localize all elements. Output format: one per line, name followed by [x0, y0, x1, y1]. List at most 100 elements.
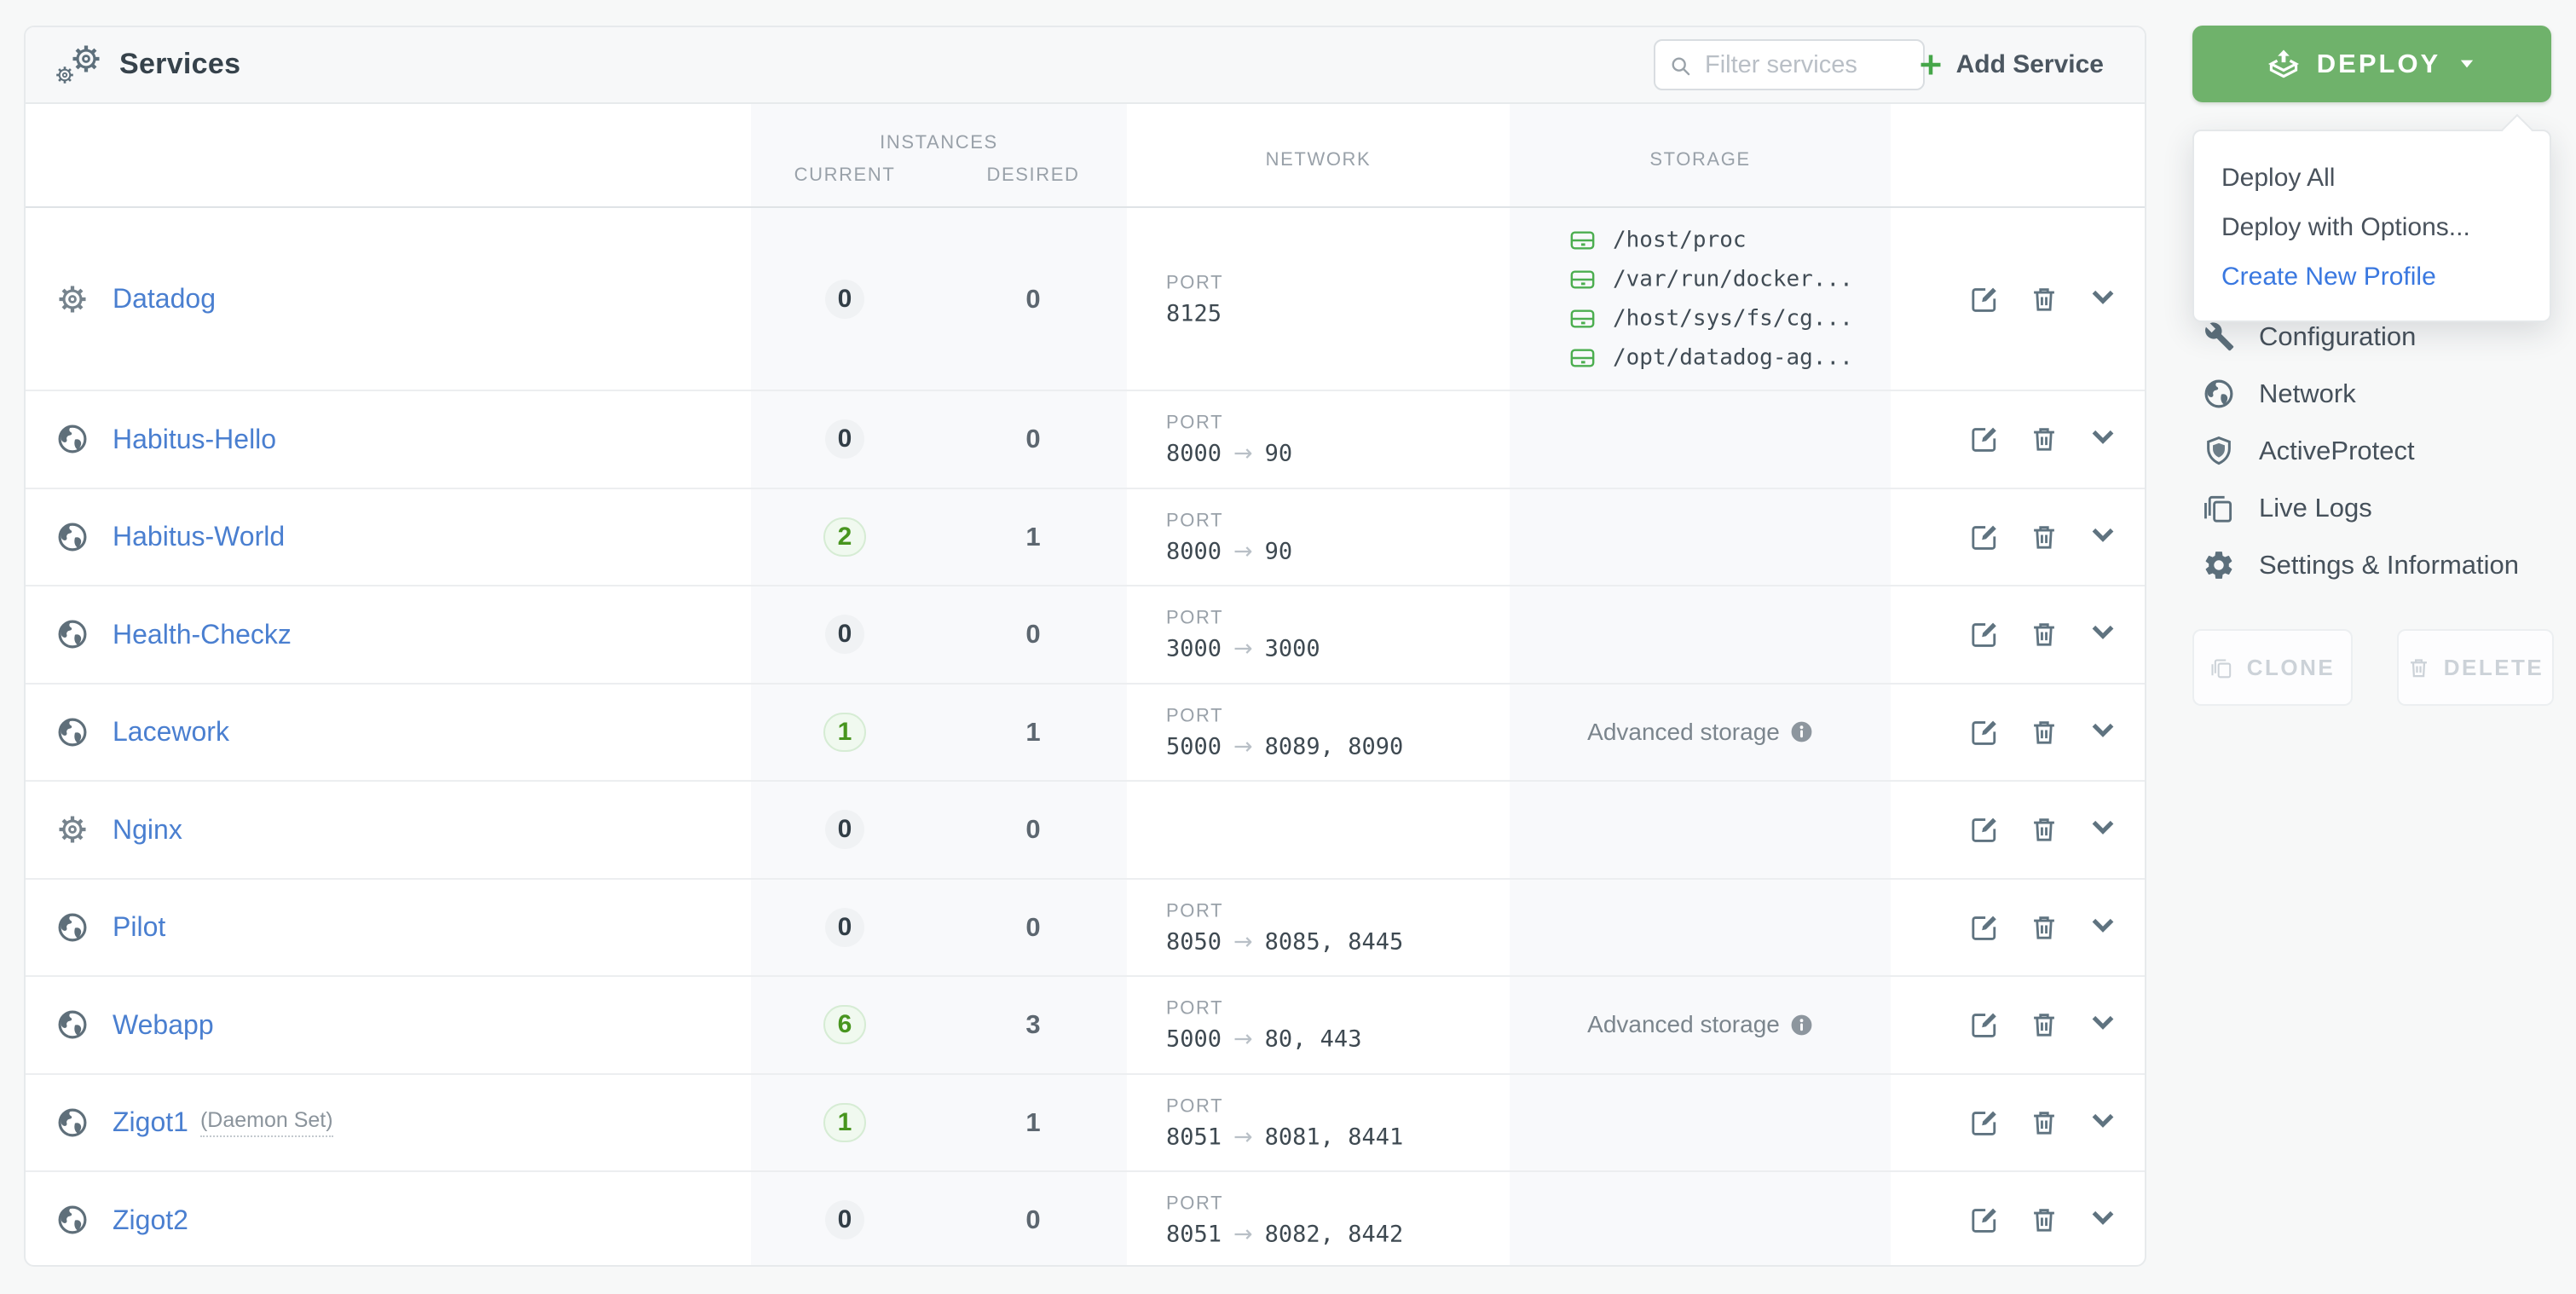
edit-service-button[interactable]: [1970, 620, 1999, 649]
add-service-button[interactable]: Add Service: [1917, 39, 2104, 90]
service-name-link[interactable]: Habitus-World: [113, 521, 286, 552]
mapped-port-numbers: 90: [1264, 440, 1293, 467]
port-number: 8051: [1166, 1221, 1222, 1248]
port-arrow-icon: →: [1233, 635, 1253, 662]
current-instances-cell: 2: [751, 517, 939, 557]
row-actions: [1970, 620, 2117, 649]
sidebar-item-label: Configuration: [2259, 321, 2417, 351]
menu-item-deploy-all[interactable]: Deploy All: [2221, 164, 2336, 192]
service-name-link[interactable]: Webapp: [113, 1008, 214, 1040]
port-label: PORT: [1166, 899, 1224, 921]
port-label: PORT: [1166, 1095, 1224, 1117]
current-instances-badge: 0: [824, 279, 865, 319]
mapped-port-numbers: 90: [1264, 538, 1293, 565]
service-name-link[interactable]: Health-Checkz: [113, 618, 292, 650]
port-arrow-icon: →: [1233, 733, 1253, 760]
edit-service-button[interactable]: [1970, 913, 1999, 942]
service-name-link[interactable]: Datadog: [113, 283, 216, 314]
storage-path-item: /var/run/docker...: [1569, 266, 1891, 292]
service-name-link[interactable]: Zigot2: [113, 1204, 188, 1235]
sidebar-item-network[interactable]: Network: [2203, 365, 2569, 422]
expand-service-button[interactable]: [2089, 425, 2117, 453]
expand-service-button[interactable]: [2089, 718, 2117, 747]
service-name-link[interactable]: Lacework: [113, 716, 229, 748]
edit-service-button[interactable]: [1970, 1010, 1999, 1039]
edit-service-button[interactable]: [1970, 718, 1999, 747]
service-name-link[interactable]: Pilot: [113, 911, 166, 943]
delete-service-button[interactable]: [2030, 718, 2059, 747]
desired-instances-value: 1: [1025, 1106, 1041, 1137]
delete-service-button[interactable]: [2030, 285, 2059, 314]
delete-service-button[interactable]: [2030, 1010, 2059, 1039]
desired-instances-value: 0: [1025, 1204, 1041, 1235]
service-cell: Lacework: [56, 716, 229, 748]
current-instances-cell: 1: [751, 712, 939, 752]
storage-path-text: /host/proc: [1613, 227, 1747, 253]
storage-column-background: [1510, 104, 1891, 1265]
edit-service-button[interactable]: [1970, 1108, 1999, 1137]
port-arrow-icon: →: [1233, 1124, 1253, 1151]
deploy-dropdown-menu: Deploy All Deploy with Options... Create…: [2192, 113, 2551, 322]
network-cell: PORT 8051 → 8082, 8442: [1166, 1193, 1403, 1248]
current-column-header: CURRENT: [794, 164, 896, 185]
services-panel: Services Add Service INSTANCES CURRENT D…: [24, 26, 2146, 1267]
expand-service-button[interactable]: [2089, 523, 2117, 552]
deploy-button[interactable]: DEPLOY: [2192, 26, 2551, 102]
service-row: Datadog 0 0 PORT 8125 /host/proc /v: [26, 208, 2145, 390]
sidebar-item-configuration[interactable]: Configuration: [2203, 308, 2569, 365]
edit-service-button[interactable]: [1970, 425, 1999, 453]
copy-icon: [2203, 492, 2235, 524]
delete-service-button[interactable]: [2030, 425, 2059, 453]
desired-instances-value: 0: [1025, 619, 1041, 650]
clone-button[interactable]: CLONE: [2192, 629, 2353, 706]
table-column-headers: INSTANCES CURRENT DESIRED NETWORK STORAG…: [26, 104, 2145, 208]
port-arrow-icon: →: [1233, 538, 1253, 565]
delete-button[interactable]: DELETE: [2397, 629, 2554, 706]
sidebar-item-activeprotect[interactable]: ActiveProtect: [2203, 422, 2569, 479]
menu-item-deploy-with-options[interactable]: Deploy with Options...: [2221, 213, 2470, 241]
expand-service-button[interactable]: [2089, 1108, 2117, 1137]
menu-item-create-new-profile[interactable]: Create New Profile: [2221, 263, 2436, 291]
expand-service-button[interactable]: [2089, 1205, 2117, 1234]
service-row: Zigot1 (Daemon Set) 1 1 PORT 8051 → 8081…: [26, 1072, 2145, 1171]
current-instances-badge: 0: [824, 1200, 865, 1240]
edit-service-button[interactable]: [1970, 815, 1999, 844]
clone-button-label: CLONE: [2246, 654, 2336, 680]
sidebar-item-live-logs[interactable]: Live Logs: [2203, 479, 2569, 536]
edit-service-button[interactable]: [1970, 285, 1999, 314]
service-name-link[interactable]: Zigot1: [113, 1106, 188, 1138]
expand-service-button[interactable]: [2089, 913, 2117, 942]
globe-icon: [56, 716, 89, 748]
expand-service-button[interactable]: [2089, 285, 2117, 314]
info-icon[interactable]: [1790, 720, 1813, 743]
delete-service-button[interactable]: [2030, 815, 2059, 844]
current-instances-badge: 0: [824, 419, 865, 459]
delete-service-button[interactable]: [2030, 620, 2059, 649]
plus-icon: [1917, 51, 1944, 78]
info-icon[interactable]: [1790, 1014, 1813, 1037]
delete-service-button[interactable]: [2030, 1108, 2059, 1137]
mapped-port-numbers: 3000: [1264, 635, 1320, 662]
sidebar-item-settings-information[interactable]: Settings & Information: [2203, 536, 2569, 593]
desired-column-header: DESIRED: [986, 164, 1080, 185]
storage-cell: Advanced storage: [1510, 1011, 1891, 1038]
filter-services-input[interactable]: [1655, 41, 1923, 89]
current-instances-cell: 0: [751, 810, 939, 850]
storage-path-item: /host/sys/fs/cg...: [1569, 305, 1891, 332]
expand-service-button[interactable]: [2089, 1010, 2117, 1039]
expand-service-button[interactable]: [2089, 815, 2117, 844]
current-instances-cell: 6: [751, 1005, 939, 1045]
row-actions: [1970, 913, 2117, 942]
service-name-link[interactable]: Habitus-Hello: [113, 423, 277, 454]
edit-service-button[interactable]: [1970, 523, 1999, 552]
delete-service-button[interactable]: [2030, 913, 2059, 942]
edit-service-button[interactable]: [1970, 1205, 1999, 1234]
current-instances-cell: 0: [751, 1200, 939, 1240]
service-name-link[interactable]: Nginx: [113, 813, 182, 845]
delete-service-button[interactable]: [2030, 523, 2059, 552]
expand-service-button[interactable]: [2089, 620, 2117, 649]
sidebar-nav: Configuration Network ActiveProtect Live…: [2203, 308, 2569, 593]
delete-service-button[interactable]: [2030, 1205, 2059, 1234]
service-type-suffix: (Daemon Set): [199, 1108, 333, 1137]
sidebar-item-label: Live Logs: [2259, 492, 2372, 523]
